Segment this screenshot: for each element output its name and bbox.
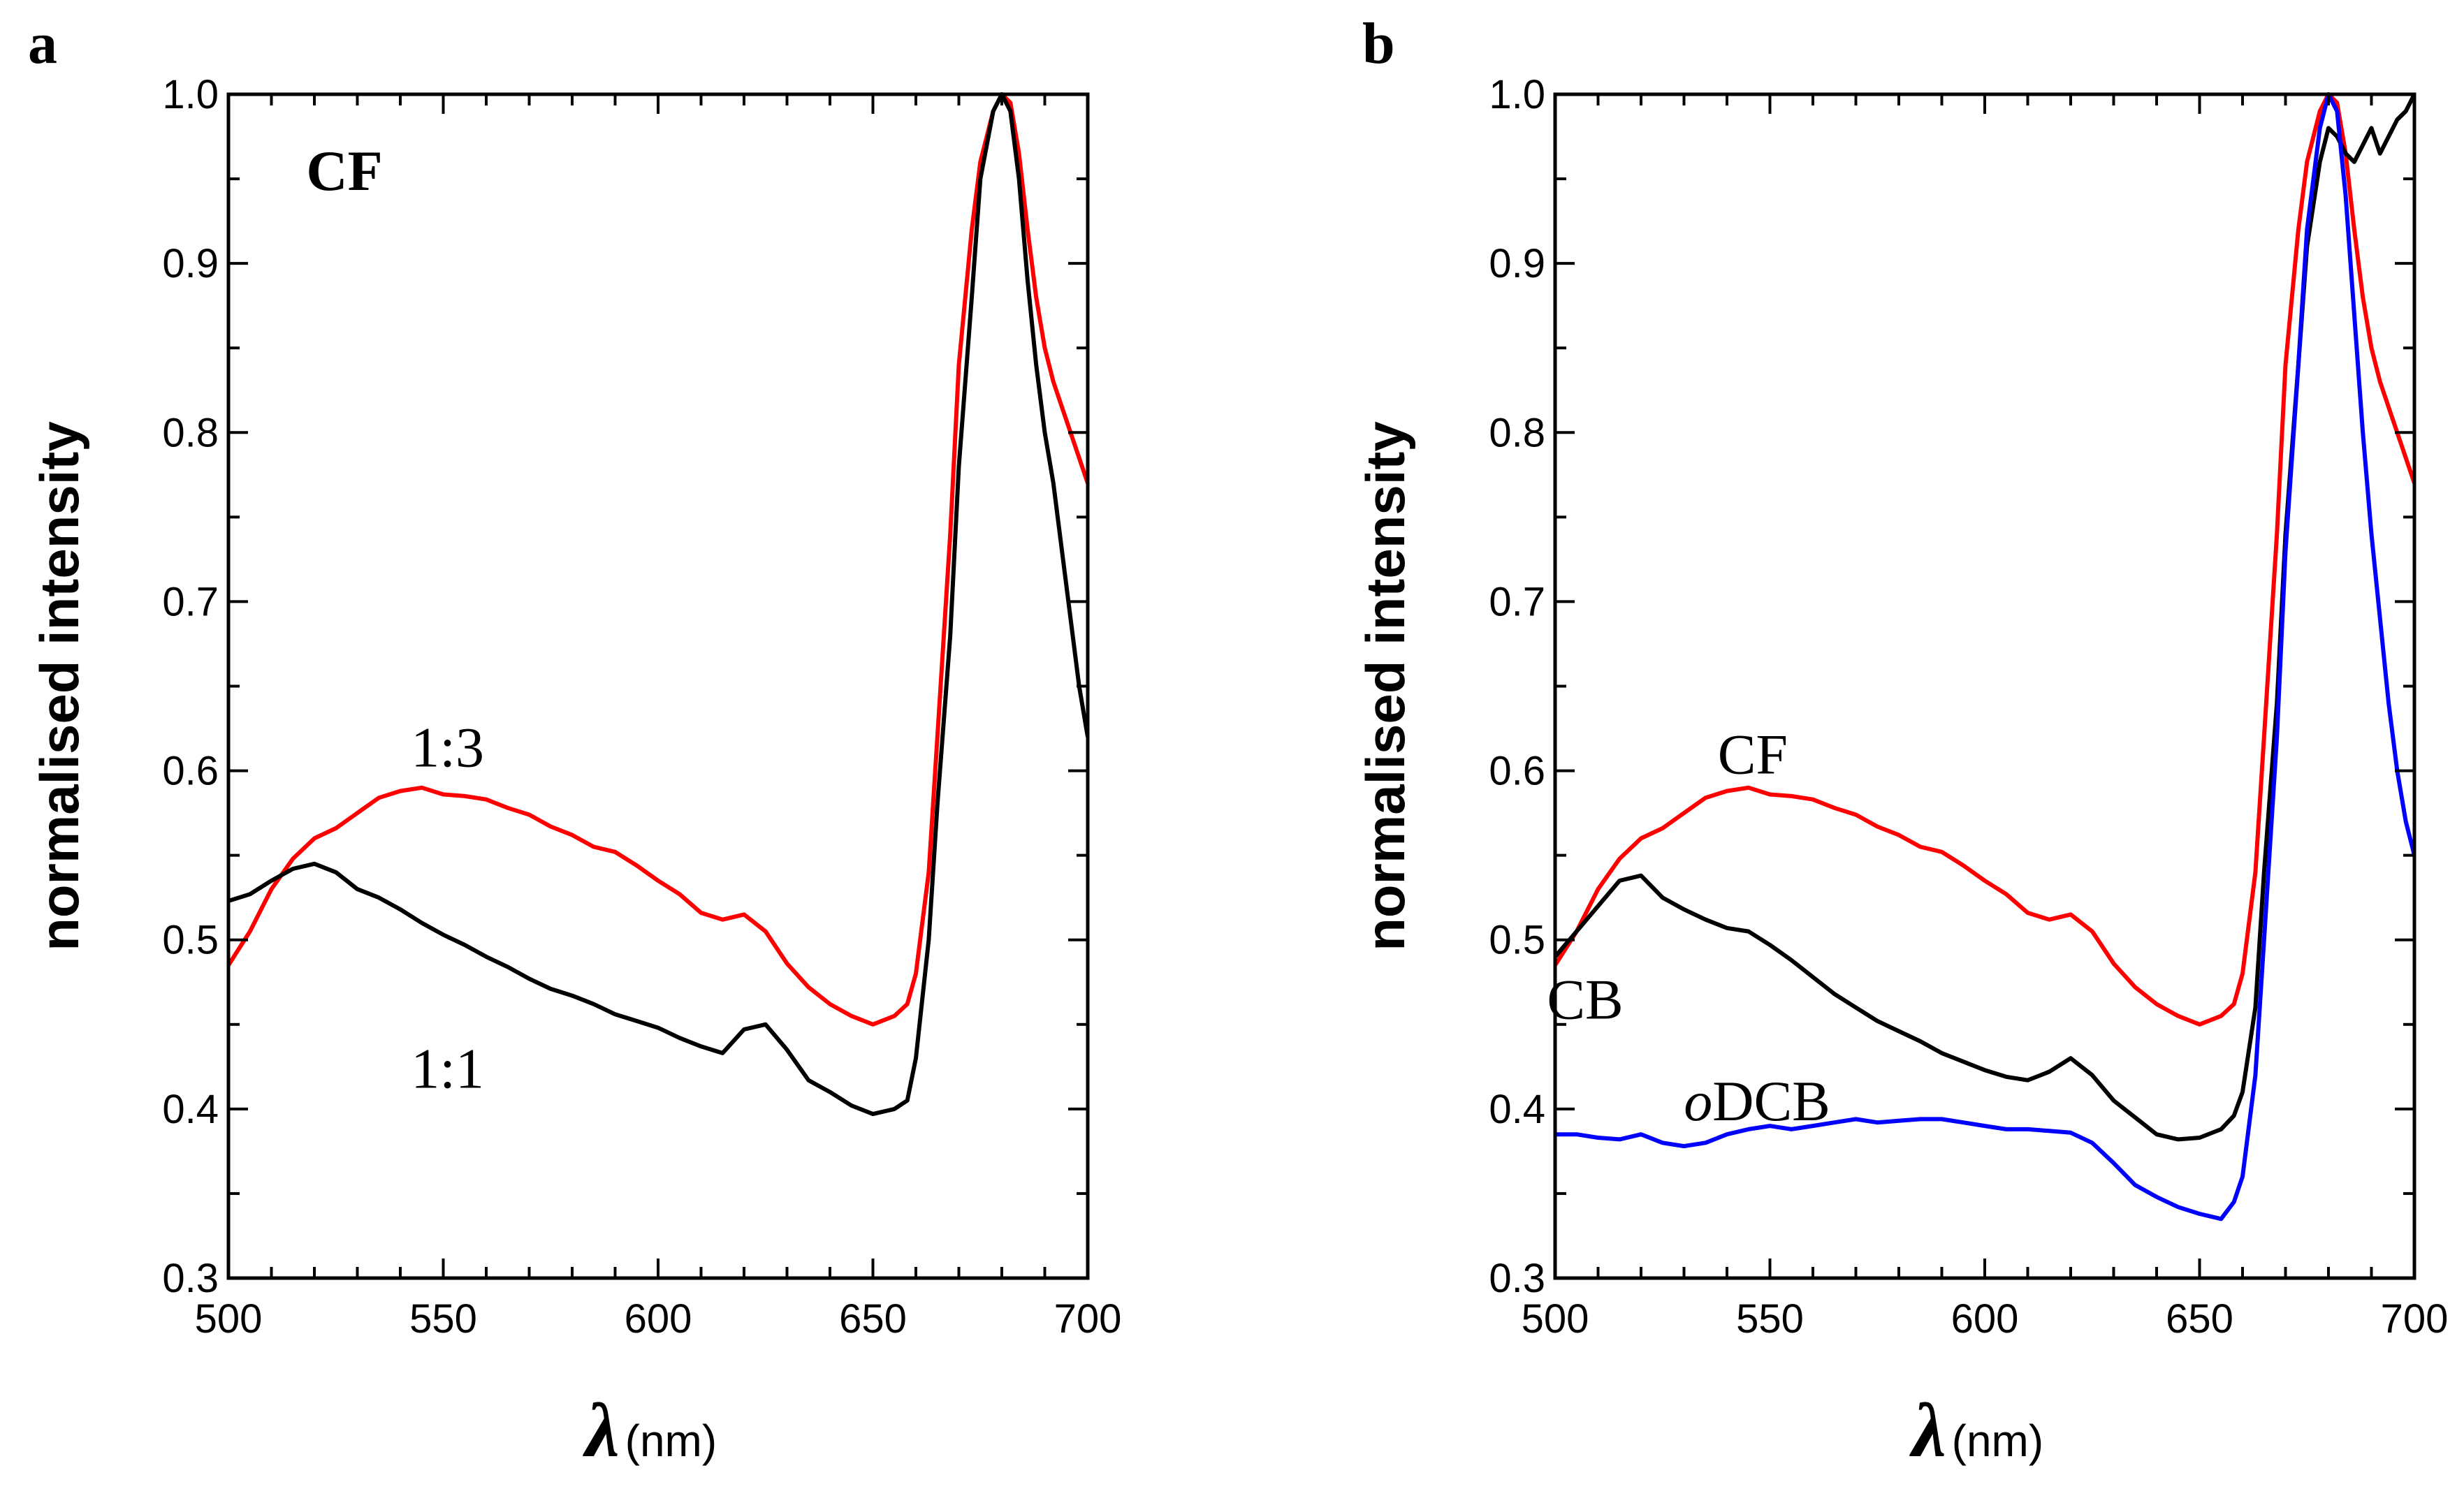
series-line-2	[1555, 92, 2414, 1222]
x-axis-title: λ (nm)	[583, 1388, 717, 1473]
x-axis-title: λ (nm)	[1909, 1388, 2043, 1473]
x-tick-label: 500	[195, 1296, 263, 1342]
y-tick-label: 0.3	[1489, 1256, 1545, 1301]
series-line-0	[1555, 92, 2414, 1027]
annotation-label: oDCB	[1684, 1069, 1830, 1133]
annotation-label: 1:3	[411, 716, 484, 779]
y-tick-label: 0.8	[1489, 410, 1545, 455]
annotation-label: CB	[1547, 967, 1623, 1031]
y-axis-title: normalised intensity	[1355, 421, 1416, 951]
y-tick-label: 0.6	[162, 749, 219, 794]
y-tick-label: 1.0	[1489, 72, 1545, 117]
x-tick-label: 650	[2166, 1296, 2233, 1342]
x-axis-symbol: λ	[1909, 1388, 1946, 1473]
y-tick-label: 0.7	[1489, 579, 1545, 624]
annotation-italic-prefix: o	[1684, 1069, 1712, 1133]
panel-b: b 500 550 600 650 700 0.3 0.4 0.5 0.6 0.7 0.8 0.9 1.0…	[1355, 11, 2448, 1473]
x-tick-label: 600	[625, 1296, 692, 1342]
x-tick-label: 600	[1951, 1296, 2019, 1342]
y-tick-label: 0.5	[1489, 918, 1545, 963]
annotation-label: 1:1	[411, 1037, 484, 1101]
y-tick-label: 1.0	[162, 72, 219, 117]
x-tick-label: 500	[1522, 1296, 1589, 1342]
x-axis-symbol: λ	[583, 1388, 620, 1473]
x-axis-unit: (nm)	[1952, 1416, 2044, 1466]
y-tick-label: 0.4	[162, 1087, 219, 1132]
x-axis-unit: (nm)	[625, 1416, 717, 1466]
y-axis-title: normalised intensity	[29, 421, 90, 951]
plot-frame	[226, 92, 1090, 1280]
x-tick-label: 700	[1054, 1296, 1122, 1342]
y-tick-label: 0.9	[162, 241, 219, 286]
x-tick-label: 650	[839, 1296, 907, 1342]
y-tick-label: 0.4	[1489, 1087, 1545, 1132]
y-tick-label: 0.8	[162, 410, 219, 455]
panel-a: a 500 550 600 650 700 0.3 0.4 0.5 0.6 0.7 0.8 0.9 1.0…	[28, 11, 1121, 1473]
x-tick-label: 550	[1736, 1296, 1804, 1342]
y-tick-label: 0.5	[162, 918, 219, 963]
series-line-1	[1555, 93, 2414, 1142]
x-tick-label: 700	[2381, 1296, 2449, 1342]
series-line-0	[228, 92, 1088, 1027]
annotation-rest: DCB	[1712, 1069, 1830, 1133]
panel-label: a	[28, 11, 57, 76]
y-tick-label: 0.3	[162, 1256, 219, 1301]
x-tick-label: 550	[409, 1296, 477, 1342]
annotation-label: CF	[306, 139, 382, 203]
panel-label: b	[1362, 11, 1395, 76]
y-tick-label: 0.7	[162, 579, 219, 624]
y-tick-label: 0.6	[1489, 749, 1545, 794]
y-tick-label: 0.9	[1489, 241, 1545, 286]
annotation-label: CF	[1718, 722, 1788, 786]
series-line-1	[228, 92, 1088, 1117]
